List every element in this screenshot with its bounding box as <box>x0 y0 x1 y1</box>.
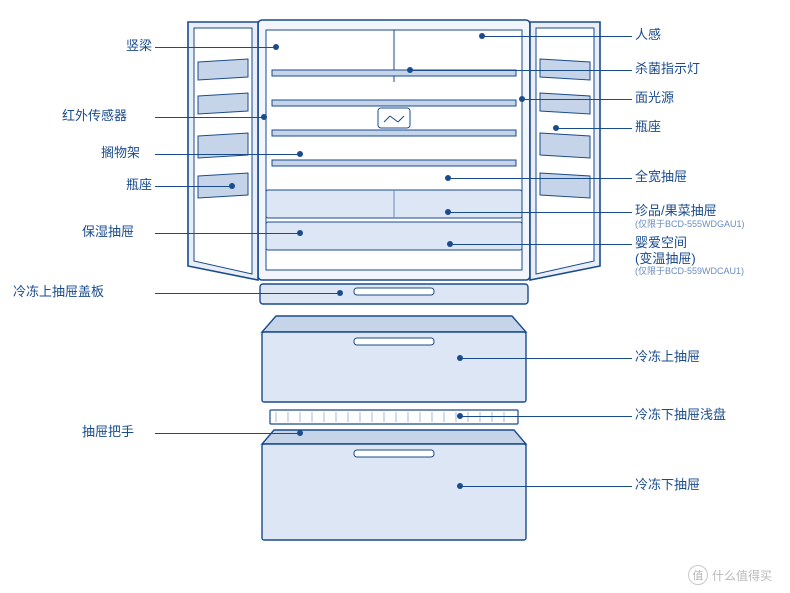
leader-ir-sensor <box>155 117 264 118</box>
leader-vertical-beam <box>155 47 276 48</box>
leader-baby-space <box>450 244 632 245</box>
leader-panel-light <box>522 99 632 100</box>
label-drawer-handle: 抽屉把手 <box>82 424 134 440</box>
leader-dot-ir-sensor <box>261 114 267 120</box>
leader-uv-led <box>410 70 632 71</box>
diagram-stage: 竖梁红外传感器搁物架瓶座保湿抽屉冷冻上抽屉盖板抽屉把手人感杀菌指示灯面光源瓶座全… <box>0 0 790 593</box>
watermark-text: 什么值得买 <box>712 567 772 584</box>
leader-freezer-upper <box>460 358 632 359</box>
leader-dot-shelf <box>297 151 303 157</box>
label-treasure-drawer: 珍品/果菜抽屉(仅限于BCD-555WDGAU1) <box>635 203 745 229</box>
label-panel-light: 面光源 <box>635 90 674 106</box>
label-human-sensor: 人感 <box>635 27 661 43</box>
label-text: 搁物架 <box>101 145 140 160</box>
leader-dot-baby-space <box>447 241 453 247</box>
label-bottle-holder-l: 瓶座 <box>126 177 152 193</box>
leader-dot-uv-led <box>407 67 413 73</box>
label-text: 瓶座 <box>126 177 152 192</box>
label-ir-sensor: 红外传感器 <box>62 108 127 124</box>
label-bottle-holder-r: 瓶座 <box>635 119 661 135</box>
label-text: 冷冻上抽屉盖板 <box>13 284 104 299</box>
leader-humid-drawer <box>155 233 300 234</box>
label-text: 珍品/果菜抽屉 <box>635 203 717 218</box>
label-freezer-upper: 冷冻上抽屉 <box>635 349 700 365</box>
leader-dot-humid-drawer <box>297 230 303 236</box>
label-text: 冷冻下抽屉 <box>635 477 700 492</box>
watermark: 值 什么值得买 <box>688 565 772 585</box>
label-baby-space: 婴爱空间(变温抽屉)(仅限于BCD-559WDCAU1) <box>635 235 744 277</box>
leader-dot-drawer-handle <box>297 430 303 436</box>
leader-dot-full-width <box>445 175 451 181</box>
fridge-illustration <box>0 0 790 593</box>
label-text: 人感 <box>635 27 661 42</box>
label-text: 保湿抽屉 <box>82 224 134 239</box>
label-text: 抽屉把手 <box>82 424 134 439</box>
leader-human-sensor <box>482 36 632 37</box>
leader-bottle-holder-r <box>556 128 632 129</box>
label-text: 瓶座 <box>635 119 661 134</box>
leader-dot-vertical-beam <box>273 44 279 50</box>
label-text: 冷冻下抽屉浅盘 <box>635 407 726 422</box>
label-text: 竖梁 <box>126 38 152 53</box>
leader-dot-freezer-lower <box>457 483 463 489</box>
label-text: 婴爱空间 <box>635 235 687 250</box>
label-sub: (仅限于BCD-559WDCAU1) <box>635 266 744 277</box>
leader-shelf <box>155 154 300 155</box>
label-full-width: 全宽抽屉 <box>635 169 687 185</box>
leader-treasure-drawer <box>448 212 632 213</box>
watermark-icon: 值 <box>688 565 708 585</box>
label-humid-drawer: 保湿抽屉 <box>82 224 134 240</box>
leader-full-width <box>448 178 632 179</box>
label-text: 杀菌指示灯 <box>635 61 700 76</box>
label-text: 红外传感器 <box>62 108 127 123</box>
leader-dot-upper-lid <box>337 290 343 296</box>
leader-dot-treasure-drawer <box>445 209 451 215</box>
leader-freezer-tray <box>460 416 632 417</box>
label-shelf: 搁物架 <box>101 145 140 161</box>
label-vertical-beam: 竖梁 <box>126 38 152 54</box>
label-freezer-tray: 冷冻下抽屉浅盘 <box>635 407 726 423</box>
label-text: 全宽抽屉 <box>635 169 687 184</box>
leader-dot-freezer-tray <box>457 413 463 419</box>
label-freezer-lower: 冷冻下抽屉 <box>635 477 700 493</box>
leader-dot-panel-light <box>519 96 525 102</box>
label-text2: (变温抽屉) <box>635 251 696 266</box>
leader-upper-lid <box>155 293 340 294</box>
label-text: 冷冻上抽屉 <box>635 349 700 364</box>
label-upper-lid: 冷冻上抽屉盖板 <box>13 284 104 300</box>
leader-dot-human-sensor <box>479 33 485 39</box>
leader-dot-bottle-holder-l <box>229 183 235 189</box>
label-text: 面光源 <box>635 90 674 105</box>
leader-freezer-lower <box>460 486 632 487</box>
leader-bottle-holder-l <box>155 186 232 187</box>
leader-dot-freezer-upper <box>457 355 463 361</box>
leader-dot-bottle-holder-r <box>553 125 559 131</box>
label-sub: (仅限于BCD-555WDGAU1) <box>635 219 745 230</box>
leader-drawer-handle <box>155 433 300 434</box>
label-uv-led: 杀菌指示灯 <box>635 61 700 77</box>
